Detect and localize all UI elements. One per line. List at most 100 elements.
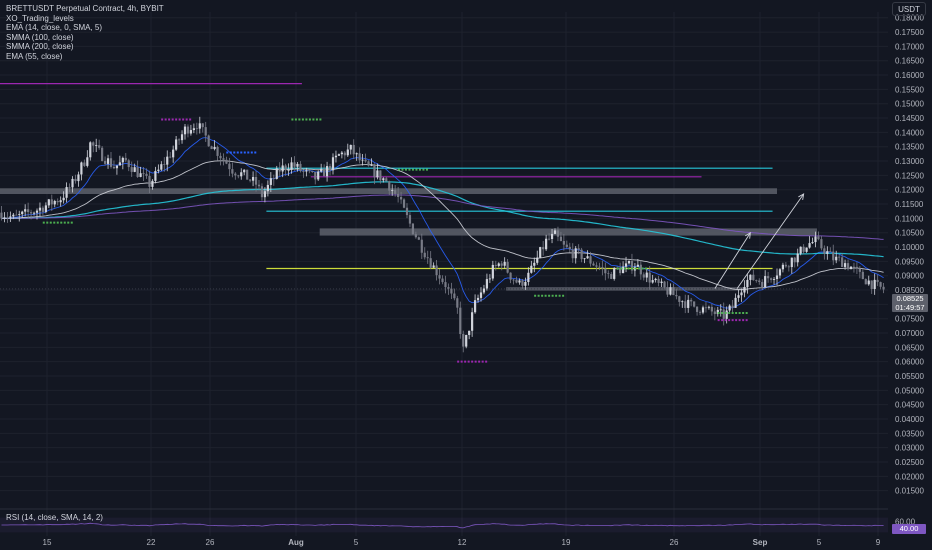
candle-body xyxy=(855,266,859,269)
candle-body xyxy=(405,207,409,216)
candle-body xyxy=(175,139,178,150)
price-tick-label: 0.04500 xyxy=(895,401,924,410)
candle-body xyxy=(50,199,53,205)
candle-body xyxy=(488,278,491,280)
candle-body xyxy=(18,214,21,215)
candle-body xyxy=(761,281,764,288)
rsi-pane xyxy=(0,517,888,533)
candle-body xyxy=(243,169,246,173)
candle-body xyxy=(462,334,465,347)
candle-body xyxy=(775,275,779,280)
candle-body xyxy=(595,265,598,267)
candle-body xyxy=(21,211,24,215)
candle-body xyxy=(204,127,207,136)
candle-body xyxy=(604,268,607,274)
price-tick-label: 0.08500 xyxy=(895,286,924,295)
candle-body xyxy=(707,306,711,308)
indicator-ema-55[interactable]: EMA (55, close) xyxy=(6,51,63,61)
candle-body xyxy=(802,246,805,252)
candle-body xyxy=(65,186,68,198)
candle-body xyxy=(44,205,47,212)
currency-button[interactable]: USDT xyxy=(892,2,926,16)
candle-body xyxy=(325,166,329,177)
candle-body xyxy=(725,310,728,319)
candle-body xyxy=(882,286,885,290)
price-tick-label: 0.09000 xyxy=(895,272,924,281)
candle-body xyxy=(728,305,731,311)
candle-body xyxy=(429,258,432,268)
candle-body xyxy=(142,173,145,175)
candle-body xyxy=(296,163,299,167)
candle-body xyxy=(376,170,379,178)
price-tick-label: 0.06500 xyxy=(895,343,924,352)
candle-body xyxy=(642,274,645,278)
candle-body xyxy=(447,287,450,289)
candle-body xyxy=(9,216,12,218)
symbol-title[interactable]: BRETTUSDT Perpetual Contract, 4h, BYBIT xyxy=(6,4,164,13)
ema-55-line xyxy=(1,160,884,291)
candle-body xyxy=(337,154,341,156)
candle-body xyxy=(201,123,204,128)
candle-body xyxy=(139,173,142,177)
indicator-smma-200[interactable]: SMMA (200, close) xyxy=(6,42,74,52)
candle-body xyxy=(408,215,412,224)
indicator-xo-trading-levels[interactable]: XO_Trading_levels xyxy=(6,13,74,23)
candle-body xyxy=(130,167,133,172)
candle-body xyxy=(29,212,33,214)
candle-body xyxy=(583,258,586,260)
candle-body xyxy=(648,272,651,283)
candle-body xyxy=(755,280,758,281)
candle-body xyxy=(74,178,77,182)
indicator-smma-100[interactable]: SMMA (100, close) xyxy=(6,32,74,42)
candle-body xyxy=(251,176,255,181)
candle-body xyxy=(586,256,589,259)
candle-body xyxy=(27,209,30,213)
candle-body xyxy=(556,230,560,237)
rsi-legend[interactable]: RSI (14, close, SMA, 14, 2) xyxy=(6,513,103,522)
candle-body xyxy=(710,306,713,312)
candle-body xyxy=(491,264,494,279)
candle-body xyxy=(160,164,163,170)
candle-body xyxy=(391,190,394,191)
candle-body xyxy=(346,149,349,156)
candle-body xyxy=(687,299,690,308)
candle-body xyxy=(95,145,98,146)
candle-body xyxy=(841,257,844,267)
price-tick-label: 0.01500 xyxy=(895,487,924,496)
price-tick-label: 0.14500 xyxy=(895,114,924,123)
candle-body xyxy=(133,167,136,172)
candle-body xyxy=(817,236,820,240)
candle-body xyxy=(219,155,222,159)
indicator-ema-14[interactable]: EMA (14, close, 0, SMA, 5) xyxy=(6,23,103,33)
price-axis[interactable]: 0.18000 0.17500 0.17000 0.16500 0.16000 0.155… xyxy=(895,14,924,534)
candle-body xyxy=(666,287,669,295)
candle-body xyxy=(672,287,675,296)
candle-body xyxy=(145,173,148,176)
candle-body xyxy=(32,212,36,214)
projection-arrow xyxy=(714,232,751,289)
price-tick-label: 0.02500 xyxy=(895,458,924,467)
candle-body xyxy=(767,276,770,279)
price-tick-label: 0.15000 xyxy=(895,100,924,109)
candle-body xyxy=(77,174,80,182)
candle-body xyxy=(343,152,346,156)
price-tick-label: 0.17000 xyxy=(895,42,924,51)
candle-body xyxy=(278,168,281,172)
candle-body xyxy=(148,175,151,187)
candle-body xyxy=(340,152,343,155)
candle-body xyxy=(471,312,474,331)
price-tick-label: 0.16000 xyxy=(895,71,924,80)
time-tick-label: Sep xyxy=(753,538,768,547)
candle-body xyxy=(101,147,104,161)
candle-body xyxy=(589,256,592,264)
candle-body xyxy=(352,144,355,155)
candle-body xyxy=(808,243,811,248)
price-tick-label: 0.14000 xyxy=(895,128,924,137)
candle-body xyxy=(177,139,181,141)
smma-200-line xyxy=(1,194,884,240)
time-axis[interactable]: 15 22 26 Aug 5 12 19 26 Sep 5 9 xyxy=(43,538,881,547)
candle-body xyxy=(515,279,518,283)
candle-body xyxy=(858,268,861,272)
candle-body xyxy=(678,296,681,302)
